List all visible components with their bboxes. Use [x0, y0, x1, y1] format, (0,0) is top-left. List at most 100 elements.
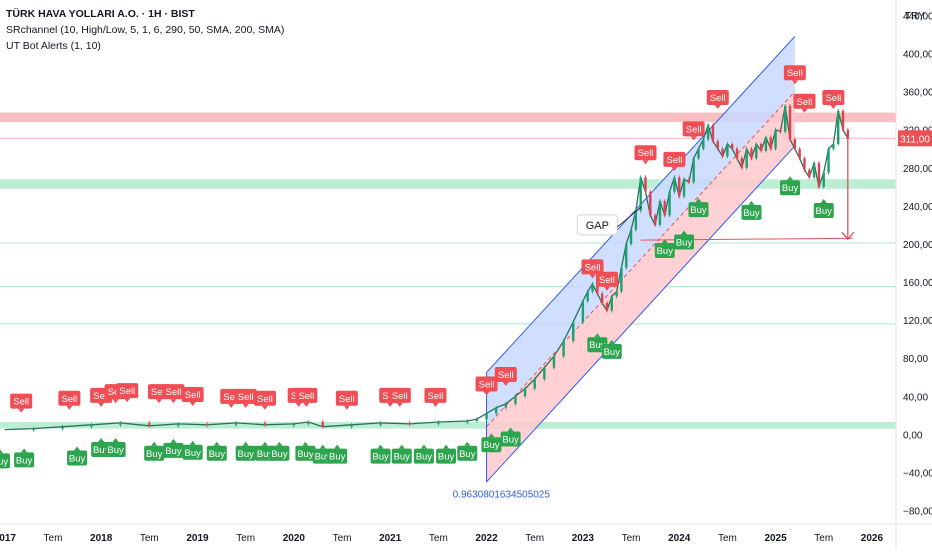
candle-67: [764, 137, 768, 151]
x-tick-label-9: Tem: [429, 533, 448, 544]
candle-50: [682, 179, 686, 197]
candle-33: [600, 293, 604, 303]
candle-8: [234, 422, 238, 425]
buy-signal-box-55: [741, 204, 762, 220]
buy-signal-box-34: [163, 442, 184, 458]
sell-signal-pointer-18: [502, 381, 509, 386]
candle-29: [581, 301, 585, 323]
x-tick-label-10: 2022: [475, 533, 498, 544]
candle-64: [750, 148, 753, 159]
sell-signal-label-16: Sell: [428, 391, 444, 402]
y-tick-label-0: 440,00: [903, 12, 932, 23]
candle-66: [759, 144, 763, 151]
candle-5: [148, 422, 151, 426]
y-tick-label-7: 160,00: [903, 278, 932, 289]
buy-signal-box-48: [481, 437, 502, 453]
sell-signal-pointer-5: [155, 399, 162, 404]
indicator-srchannel[interactable]: SRchannel (10, High/Low, 5, 1, 6, 290, 5…: [6, 24, 285, 36]
buy-signal-pointer-40: [302, 441, 309, 446]
candle-34: [605, 302, 609, 311]
buy-signal-pointer-43: [377, 444, 384, 449]
buy-signal-box-49: [500, 431, 521, 447]
candle-31: [591, 283, 594, 292]
buy-signal-label-52: Buy: [657, 246, 674, 257]
candle-10: [292, 423, 296, 426]
candle-74: [798, 148, 801, 159]
buy-signal-box-30: [67, 450, 88, 466]
buy-signal-pointer-33: [151, 441, 158, 446]
sell-signal-box-13: [335, 390, 358, 406]
candle-46: [663, 201, 666, 216]
buy-signal-box-28: [0, 453, 10, 469]
sell-signal-pointer-23: [690, 136, 697, 141]
candle-70: [779, 129, 782, 132]
candle-6: [177, 423, 180, 426]
price-channel-layer: [486, 36, 796, 483]
buy-signal-pointer-34: [170, 438, 177, 443]
buy-signal-label-49: Buy: [502, 434, 519, 445]
buy-signal-label-53: Buy: [676, 237, 693, 248]
y-tick-label-11: 0,00: [903, 430, 923, 441]
candle-56: [711, 124, 715, 142]
sell-signal-pointer-15: [396, 402, 403, 407]
buy-signal-pointer-49: [507, 427, 514, 432]
candle-38: [625, 243, 628, 268]
buy-signal-pointer-37: [242, 441, 249, 446]
sell-signal-label-23: Sell: [686, 124, 702, 135]
sell-signal-box-19: [581, 259, 604, 275]
sell-signal-box-23: [682, 121, 705, 137]
indicator-ut-bot[interactable]: UT Bot Alerts (1, 10): [6, 40, 101, 52]
candle-16: [437, 421, 440, 424]
candle-49: [678, 177, 681, 197]
sell-signal-label-20: Sell: [599, 275, 615, 286]
y-tick-label-2: 360,00: [903, 88, 932, 99]
sell-signal-pointer-6: [170, 399, 177, 404]
x-tick-label-5: Tem: [236, 533, 255, 544]
buy-signal-pointer-44: [398, 444, 405, 449]
candle-2: [61, 426, 64, 429]
sell-signal-box-4: [116, 383, 139, 399]
sr-zone-0: [0, 112, 896, 123]
buy-signal-pointer-50: [594, 333, 601, 338]
sell-signal-pointer-21: [642, 160, 649, 165]
candle-58: [721, 148, 724, 157]
candle-27: [562, 341, 565, 357]
x-tick-label-6: 2020: [283, 533, 306, 544]
candle-4: [119, 422, 122, 425]
sell-signal-pointer-16: [432, 402, 439, 407]
sell-signal-label-18: Sell: [498, 370, 514, 381]
candle-17: [466, 421, 469, 423]
channel-upper-fill: [486, 36, 795, 427]
annotations-layer: GAP 0.9630801634505025: [453, 138, 855, 500]
y-tick-label-6: 200,00: [903, 240, 932, 251]
buy-signal-pointer-32: [112, 437, 119, 442]
sell-signal-pointer-4: [124, 398, 131, 403]
sell-signal-label-10: Sell: [257, 394, 273, 405]
buy-signal-box-56: [780, 180, 801, 196]
candle-41: [639, 177, 642, 211]
buy-signal-label-38: Buy: [257, 449, 274, 460]
candle-84: [846, 129, 850, 139]
candle-55: [706, 124, 710, 140]
buy-signal-label-35: Buy: [185, 448, 202, 459]
x-tick-label-14: 2024: [668, 533, 691, 544]
candle-72: [788, 105, 792, 140]
sell-signal-label-19: Sell: [585, 262, 601, 273]
sr-zone-1: [0, 179, 896, 189]
sell-signal-pointer-24: [714, 104, 721, 109]
price-series-layer: [4, 103, 850, 433]
channel-value-label: 0.9630801634505025: [453, 489, 551, 500]
buy-signal-pointer-38: [261, 441, 268, 446]
buy-signal-pointer-35: [189, 440, 196, 445]
sell-signal-box-18: [494, 366, 517, 382]
candle-11: [307, 421, 310, 424]
candle-18: [475, 419, 479, 422]
y-tick-label-1: 400,00: [903, 50, 932, 61]
currency-label: TRY: [905, 11, 925, 22]
buy-signal-box-47: [457, 445, 478, 461]
sell-signal-box-16: [424, 387, 447, 403]
sell-signal-box-21: [634, 145, 657, 161]
sell-signal-box-25: [783, 65, 806, 81]
candle-25: [543, 367, 546, 380]
